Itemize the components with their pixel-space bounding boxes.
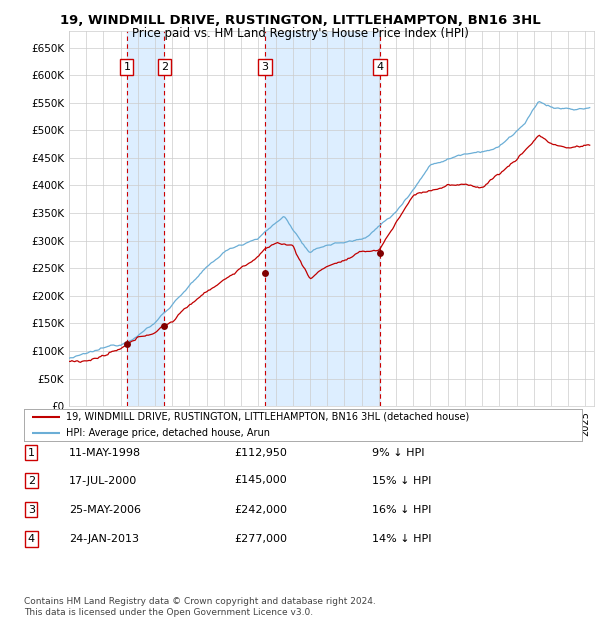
Text: £112,950: £112,950 xyxy=(234,448,287,458)
Text: 2: 2 xyxy=(28,476,35,485)
Text: 9% ↓ HPI: 9% ↓ HPI xyxy=(372,448,425,458)
Text: Price paid vs. HM Land Registry's House Price Index (HPI): Price paid vs. HM Land Registry's House … xyxy=(131,27,469,40)
Text: 1: 1 xyxy=(28,448,35,458)
Text: 17-JUL-2000: 17-JUL-2000 xyxy=(69,476,137,485)
Text: 19, WINDMILL DRIVE, RUSTINGTON, LITTLEHAMPTON, BN16 3HL (detached house): 19, WINDMILL DRIVE, RUSTINGTON, LITTLEHA… xyxy=(66,412,469,422)
Bar xyxy=(265,31,380,406)
Text: HPI: Average price, detached house, Arun: HPI: Average price, detached house, Arun xyxy=(66,428,270,438)
Text: 2: 2 xyxy=(161,61,168,72)
Text: £242,000: £242,000 xyxy=(234,505,287,515)
Text: 3: 3 xyxy=(28,505,35,515)
Text: £277,000: £277,000 xyxy=(234,534,287,544)
Text: 16% ↓ HPI: 16% ↓ HPI xyxy=(372,505,431,515)
Text: 25-MAY-2006: 25-MAY-2006 xyxy=(69,505,141,515)
Text: 4: 4 xyxy=(376,61,383,72)
Text: Contains HM Land Registry data © Crown copyright and database right 2024.
This d: Contains HM Land Registry data © Crown c… xyxy=(24,598,376,617)
Text: 19, WINDMILL DRIVE, RUSTINGTON, LITTLEHAMPTON, BN16 3HL: 19, WINDMILL DRIVE, RUSTINGTON, LITTLEHA… xyxy=(59,14,541,27)
Text: £145,000: £145,000 xyxy=(234,476,287,485)
Text: 4: 4 xyxy=(28,534,35,544)
Text: 14% ↓ HPI: 14% ↓ HPI xyxy=(372,534,431,544)
Bar xyxy=(127,31,164,406)
Text: 1: 1 xyxy=(124,61,130,72)
Text: 15% ↓ HPI: 15% ↓ HPI xyxy=(372,476,431,485)
Text: 3: 3 xyxy=(262,61,269,72)
Text: 24-JAN-2013: 24-JAN-2013 xyxy=(69,534,139,544)
Text: 11-MAY-1998: 11-MAY-1998 xyxy=(69,448,141,458)
